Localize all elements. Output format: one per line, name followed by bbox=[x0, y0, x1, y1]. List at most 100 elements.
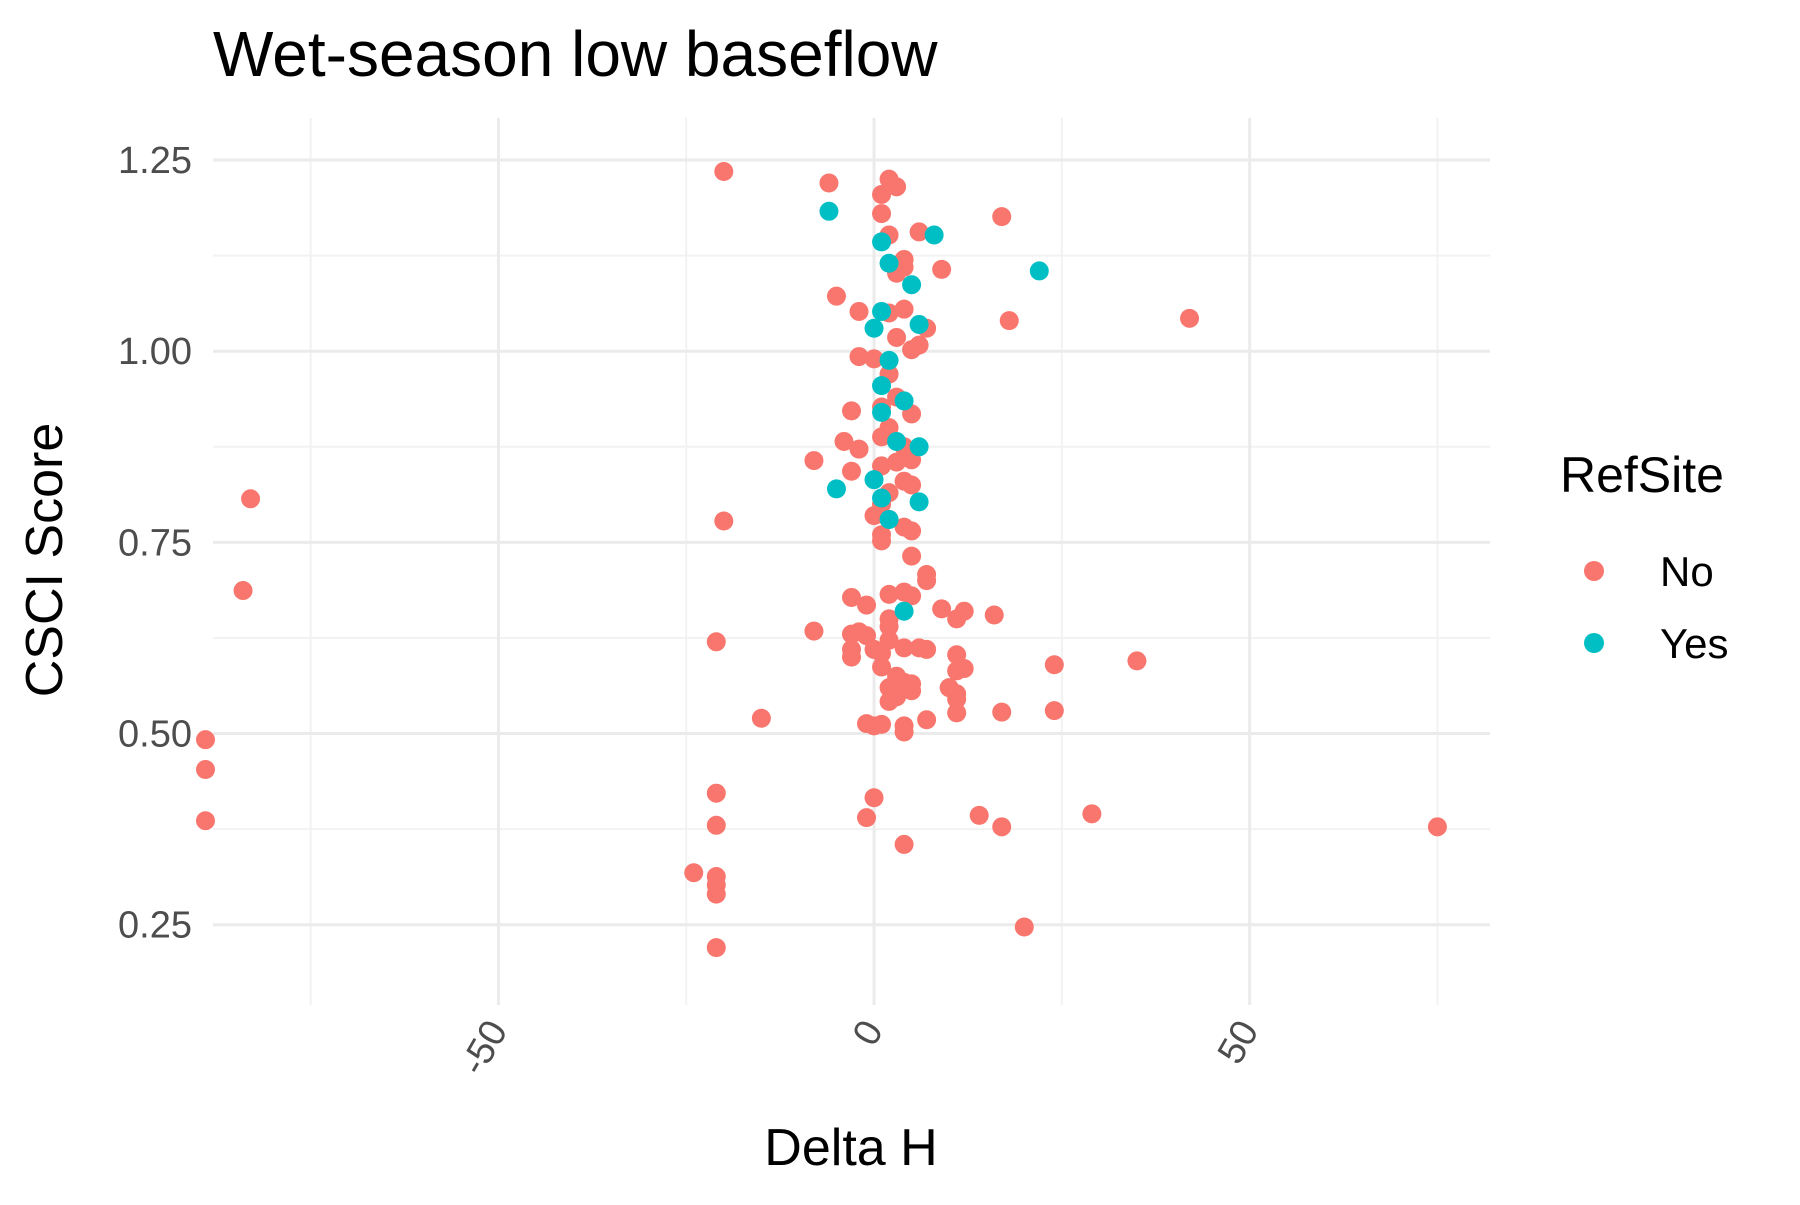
point-no bbox=[850, 302, 869, 321]
point-no bbox=[804, 622, 823, 641]
point-no bbox=[827, 287, 846, 306]
y-tick-label: 0.25 bbox=[118, 905, 192, 947]
point-no bbox=[1045, 701, 1064, 720]
point-no bbox=[842, 648, 861, 667]
point-no bbox=[714, 162, 733, 181]
y-axis-ticks: 0.25 0.50 0.75 1.00 1.25 bbox=[118, 140, 192, 947]
point-no bbox=[842, 462, 861, 481]
point-no bbox=[872, 185, 891, 204]
point-yes bbox=[872, 302, 891, 321]
point-no bbox=[902, 476, 921, 495]
point-no bbox=[714, 511, 733, 530]
point-no bbox=[917, 571, 936, 590]
point-yes bbox=[872, 232, 891, 251]
point-no bbox=[872, 531, 891, 550]
point-yes bbox=[865, 470, 884, 489]
point-no bbox=[707, 784, 726, 803]
point-no bbox=[865, 788, 884, 807]
legend-label-no: No bbox=[1660, 548, 1714, 595]
x-tick-label: -50 bbox=[452, 1014, 516, 1083]
point-no bbox=[970, 806, 989, 825]
legend-key-no bbox=[1584, 561, 1604, 581]
point-yes bbox=[910, 492, 929, 511]
point-yes bbox=[872, 403, 891, 422]
point-no bbox=[707, 938, 726, 957]
point-no bbox=[985, 606, 1004, 625]
point-no bbox=[1428, 817, 1447, 836]
point-no bbox=[872, 204, 891, 223]
point-no bbox=[804, 451, 823, 470]
point-no bbox=[880, 692, 899, 711]
point-no bbox=[850, 440, 869, 459]
legend-entries: No Yes bbox=[1584, 548, 1729, 667]
legend: RefSite No Yes bbox=[1560, 447, 1729, 667]
point-yes bbox=[880, 351, 899, 370]
y-axis-title: CSCI Score bbox=[16, 423, 74, 698]
point-no bbox=[932, 260, 951, 279]
point-yes bbox=[865, 319, 884, 338]
point-yes bbox=[880, 254, 899, 273]
point-no bbox=[902, 521, 921, 540]
point-no bbox=[196, 811, 215, 830]
point-no bbox=[196, 730, 215, 749]
x-tick-label: 50 bbox=[1210, 1014, 1268, 1072]
point-no bbox=[872, 715, 891, 734]
point-no bbox=[1180, 309, 1199, 328]
point-no bbox=[1127, 651, 1146, 670]
point-yes bbox=[872, 489, 891, 508]
point-yes bbox=[827, 479, 846, 498]
point-no bbox=[992, 207, 1011, 226]
point-no bbox=[902, 547, 921, 566]
legend-key-yes bbox=[1584, 633, 1604, 653]
point-no bbox=[241, 489, 260, 508]
point-yes bbox=[910, 315, 929, 334]
point-yes bbox=[895, 391, 914, 410]
point-no bbox=[707, 632, 726, 651]
point-yes bbox=[925, 225, 944, 244]
point-no bbox=[992, 817, 1011, 836]
point-no bbox=[895, 835, 914, 854]
point-no bbox=[234, 581, 253, 600]
point-no bbox=[752, 709, 771, 728]
data-points bbox=[196, 162, 1447, 957]
point-no bbox=[887, 328, 906, 347]
point-no bbox=[917, 640, 936, 659]
y-tick-label: 1.25 bbox=[118, 140, 192, 182]
y-tick-label: 1.00 bbox=[118, 331, 192, 373]
point-yes bbox=[819, 202, 838, 221]
x-tick-label: 0 bbox=[845, 1014, 892, 1053]
point-no bbox=[955, 602, 974, 621]
point-no bbox=[857, 596, 876, 615]
point-yes bbox=[880, 510, 899, 529]
point-no bbox=[955, 659, 974, 678]
point-no bbox=[857, 808, 876, 827]
point-yes bbox=[872, 376, 891, 395]
point-no bbox=[842, 401, 861, 420]
y-tick-label: 0.50 bbox=[118, 714, 192, 756]
y-tick-label: 0.75 bbox=[118, 522, 192, 564]
point-no bbox=[819, 173, 838, 192]
point-no bbox=[917, 710, 936, 729]
point-yes bbox=[1030, 261, 1049, 280]
point-no bbox=[947, 703, 966, 722]
legend-label-yes: Yes bbox=[1660, 620, 1729, 667]
point-yes bbox=[910, 437, 929, 456]
point-no bbox=[1082, 804, 1101, 823]
x-axis-ticks: -50 0 50 bbox=[452, 1014, 1267, 1083]
point-no bbox=[895, 723, 914, 742]
point-no bbox=[992, 703, 1011, 722]
point-no bbox=[1045, 655, 1064, 674]
point-no bbox=[902, 340, 921, 359]
grid bbox=[213, 118, 1490, 1005]
point-no bbox=[196, 760, 215, 779]
point-yes bbox=[887, 432, 906, 451]
x-axis-title: Delta H bbox=[764, 1119, 937, 1177]
point-no bbox=[707, 885, 726, 904]
chart-title: Wet-season low baseflow bbox=[213, 18, 938, 90]
point-no bbox=[1000, 311, 1019, 330]
legend-title: RefSite bbox=[1560, 447, 1724, 503]
point-no bbox=[707, 816, 726, 835]
point-yes bbox=[902, 275, 921, 294]
